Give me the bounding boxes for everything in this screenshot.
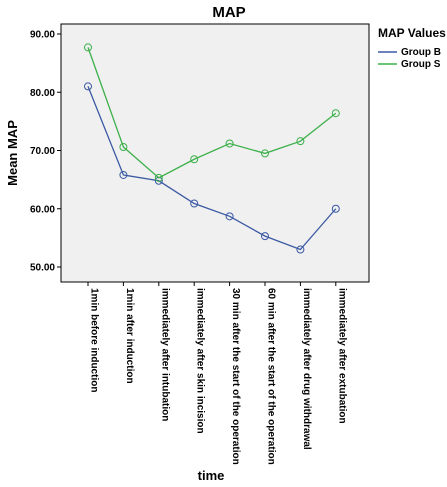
data-point — [296, 245, 305, 254]
x-tick-label: 60 min after the start of the operation — [266, 288, 277, 465]
data-point — [154, 173, 163, 182]
series-layer — [84, 43, 340, 254]
y-axis: 50.00 60.00 70.00 80.00 90.00 — [30, 30, 61, 274]
data-point — [261, 232, 269, 241]
data-point — [119, 143, 128, 152]
data-point — [331, 204, 340, 213]
x-tick-label: immediately after intubation — [159, 288, 170, 421]
y-tick-label: 80.00 — [30, 88, 55, 99]
x-axis: 1min before induction 1min after inductio… — [87, 282, 347, 465]
y-axis-title: Mean MAP — [5, 120, 20, 186]
series-line-group-s — [87, 47, 337, 179]
data-point — [225, 212, 234, 221]
data-point — [261, 149, 269, 158]
data-point — [190, 155, 199, 164]
x-tick-label: 1min before induction — [89, 288, 100, 392]
x-tick-label: immediately after skin incision — [195, 288, 206, 434]
legend-label: Group S — [401, 59, 441, 70]
data-point — [296, 137, 305, 146]
legend-label: Group B — [401, 47, 441, 58]
x-tick-label: immediately after extubation — [336, 288, 347, 424]
data-point — [190, 199, 199, 208]
data-point — [84, 82, 92, 91]
x-axis-title: time — [198, 468, 225, 483]
data-point — [331, 109, 340, 118]
x-tick-label: 1min after induction — [124, 288, 135, 384]
series-line-group-b — [87, 86, 337, 251]
data-point — [119, 170, 128, 179]
y-tick-label: 90.00 — [30, 30, 55, 41]
y-tick-label: 50.00 — [30, 263, 55, 274]
legend-title: MAP Values — [378, 26, 446, 40]
data-point — [225, 139, 234, 148]
chart-title: MAP — [212, 4, 245, 21]
y-tick-label: 70.00 — [30, 146, 55, 157]
plot-area — [60, 23, 370, 283]
y-tick-label: 60.00 — [30, 204, 55, 215]
data-point — [84, 43, 92, 52]
x-tick-label: 30 min after the start of the operation — [230, 288, 241, 465]
x-tick-label: immediately after drug withdrawal — [301, 288, 312, 450]
